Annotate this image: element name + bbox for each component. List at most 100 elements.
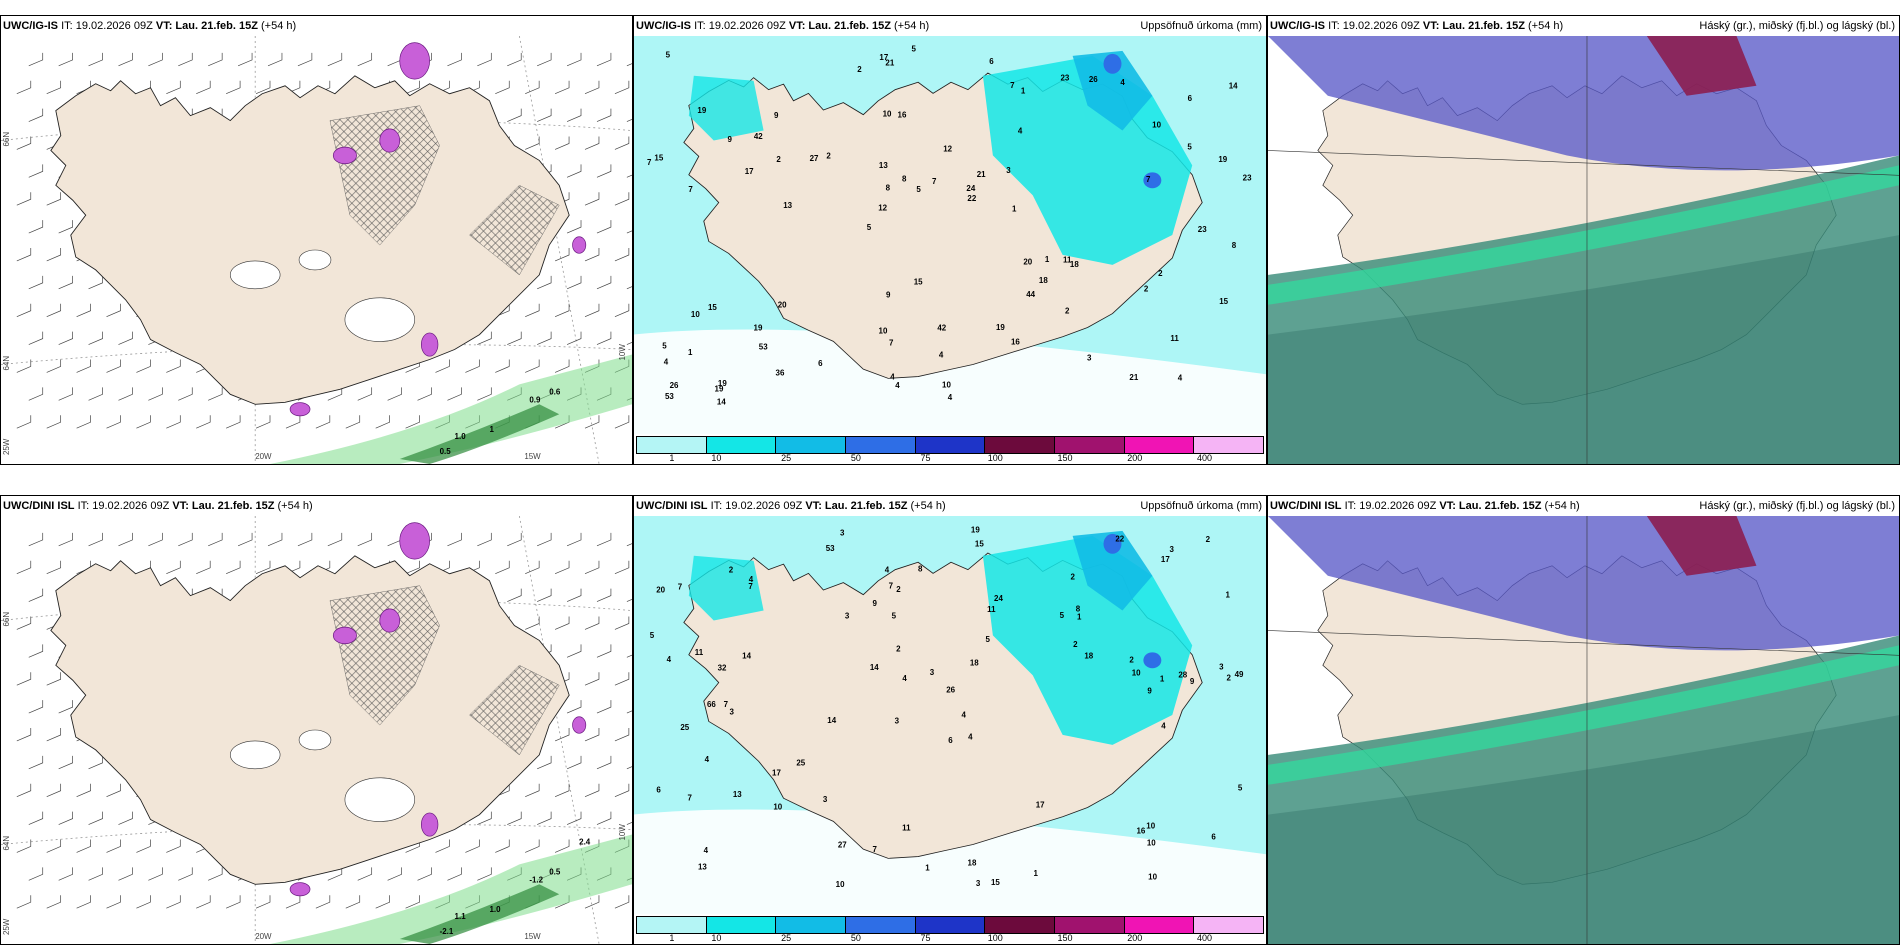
glacier — [229, 740, 281, 770]
colorbar-tick: 400 — [1196, 933, 1212, 943]
wind-barb — [614, 80, 630, 95]
precip-value: 14 — [1229, 81, 1238, 90]
wind-barb — [255, 895, 271, 909]
precip-value: 19 — [715, 385, 724, 394]
wind-map[interactable]: -2.1 1.0 -1.2 0.5 1.1 2.4 20W 15W 66N 64N 25W 10W — [1, 516, 632, 944]
wind-barb — [237, 52, 253, 67]
cloud-map[interactable] — [1268, 36, 1899, 464]
lat-label: 64N — [2, 356, 11, 371]
precip-value: 7 — [678, 583, 683, 592]
wind-barb — [566, 108, 582, 122]
wind-barb — [584, 136, 600, 150]
iceland-land — [50, 75, 570, 405]
wind-barb — [554, 616, 570, 630]
wind-barb — [46, 359, 62, 373]
wind-barb — [28, 164, 44, 178]
wind-barb — [596, 275, 612, 290]
wind-barb — [596, 755, 612, 770]
precip-value: 11 — [1063, 255, 1072, 264]
wind-barb — [357, 52, 373, 67]
precip-zone — [1072, 530, 1153, 611]
wind-barb — [596, 331, 612, 345]
precip-value: 3 — [895, 716, 900, 725]
wind-barb — [465, 359, 480, 373]
panel-header: UWC/DINI ISL IT: 19.02.2026 09Z VT: Lau.… — [1, 496, 632, 516]
lat-line — [1, 344, 632, 365]
wind-barb — [166, 415, 181, 429]
wind-barb — [566, 164, 582, 178]
precip-map[interactable]: 3 2 2 3 4 7 7 5 25 11 26 13 53 14 3 15 11 22 18 17 32 66 49 28 6… — [634, 516, 1266, 914]
wind-barb — [626, 341, 632, 345]
wind-barb — [226, 560, 241, 575]
precip-value: 20 — [778, 301, 787, 310]
precip-value: 22 — [1115, 534, 1124, 543]
lon-label: 20W — [255, 452, 272, 461]
wind-barb — [58, 275, 73, 290]
lat-label: 10W — [618, 824, 627, 841]
colorbar-swatch — [915, 437, 986, 453]
wind-value-label: 0.5 — [549, 867, 561, 876]
precip-value: 18 — [968, 859, 977, 868]
panel-header: UWC/IG-IS IT: 19.02.2026 09Z VT: Lau. 21… — [1, 16, 632, 36]
wind-barb — [554, 136, 570, 150]
wind-barb — [46, 192, 62, 206]
wind-barb — [327, 867, 343, 881]
precip-value: 44 — [1026, 290, 1035, 299]
wind-barb — [566, 220, 582, 234]
wind-barb — [495, 560, 510, 575]
wind-barb — [327, 387, 343, 401]
precip-value: 1 — [1045, 255, 1050, 264]
colorbar-swatch — [637, 437, 707, 453]
wind-barb — [208, 532, 223, 547]
precip-value: 18 — [1070, 260, 1079, 269]
wind-barb — [495, 359, 510, 373]
precip-value: 4 — [1161, 722, 1166, 731]
precip-value: 2 — [826, 151, 831, 160]
wind-barb — [16, 359, 32, 373]
cloud-map[interactable] — [1268, 516, 1899, 944]
wind-barb — [596, 52, 612, 67]
wind-barb — [16, 783, 32, 798]
precip-value: 2 — [1071, 572, 1076, 581]
precip-value: 10 — [879, 326, 888, 335]
precip-value: 16 — [1137, 827, 1146, 836]
precip-value: 8 — [902, 175, 907, 184]
wind-barb — [584, 560, 600, 575]
precip-value: 4 — [885, 565, 890, 574]
precip-value: 13 — [733, 790, 742, 799]
wind-barb — [537, 275, 552, 290]
wind-barb — [88, 52, 103, 67]
wind-barb — [626, 599, 632, 602]
precip-value: 4 — [961, 710, 966, 719]
colorbar-tick: 50 — [850, 933, 861, 943]
lat-label: 66N — [2, 612, 11, 627]
wind-barb — [76, 415, 91, 429]
wind-barb — [554, 728, 570, 742]
precip-value: 17 — [879, 53, 888, 62]
precip-value: 18 — [1084, 652, 1093, 661]
wind-barb — [178, 867, 193, 881]
colorbar-swatch — [915, 917, 986, 933]
wind-barb — [297, 532, 313, 547]
colorbar-swatch — [985, 437, 1056, 453]
precip-value: 17 — [1036, 801, 1045, 810]
wind-value-label: 1.1 — [455, 912, 467, 921]
precip-value: 9 — [1190, 677, 1195, 686]
wind-barb — [477, 811, 492, 825]
wind-barb — [614, 783, 630, 798]
wind-barb — [554, 783, 570, 798]
precip-value: 5 — [916, 185, 921, 194]
wind-barb — [166, 839, 181, 853]
precip-value: 6 — [656, 785, 661, 794]
hatched-region — [329, 105, 440, 246]
precip-panel-bottom: UWC/DINI ISL IT: 19.02.2026 09Z VT: Lau.… — [633, 495, 1267, 945]
precip-map[interactable]: 4 7 6 5 4 19 10 12 15 2 4 53 16 21 18 19 21 23 20 5 12 10 8 9 23… — [634, 36, 1266, 434]
precip-value: 3 — [823, 795, 828, 804]
wind-barb — [525, 80, 540, 95]
wind-barb — [16, 303, 32, 318]
precip-value: 32 — [718, 664, 727, 673]
wind-barb — [566, 532, 582, 547]
colorbar-swatch — [846, 917, 916, 933]
wind-barb — [477, 331, 492, 345]
wind-map[interactable]: 0.5 1 0.9 0.6 1.0 20W 15W 66N 64N 25W 10W — [1, 36, 632, 464]
